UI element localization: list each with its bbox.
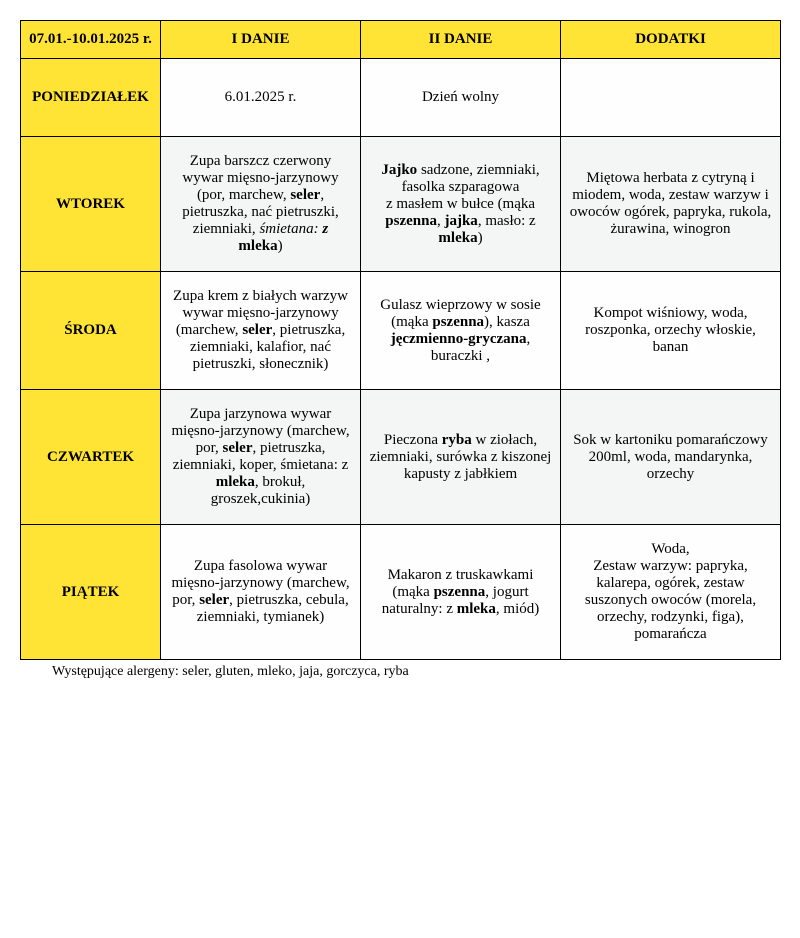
menu-table: 07.01.-10.01.2025 r. I DANIE II DANIE DO… <box>20 20 781 660</box>
table-row: CZWARTEK Zupa jarzynowa wywar mięsno-jar… <box>21 390 781 525</box>
cell-i-danie: Zupa barszcz czerwony wywar mięsno-jarzy… <box>161 137 361 272</box>
table-row: PONIEDZIAŁEK 6.01.2025 r. Dzień wolny <box>21 59 781 137</box>
table-row: ŚRODA Zupa krem z białych warzyw wywar m… <box>21 272 781 390</box>
header-row: 07.01.-10.01.2025 r. I DANIE II DANIE DO… <box>21 21 781 59</box>
header-col-1: I DANIE <box>161 21 361 59</box>
cell-dodatki: Kompot wiśniowy, woda, roszponka, orzech… <box>561 272 781 390</box>
cell-dodatki <box>561 59 781 137</box>
cell-i-danie: Zupa jarzynowa wywar mięsno-jarzynowy (m… <box>161 390 361 525</box>
cell-dodatki: Miętowa herbata z cytryną i miodem, woda… <box>561 137 781 272</box>
table-row: PIĄTEK Zupa fasolowa wywar mięsno-jarzyn… <box>21 525 781 660</box>
cell-ii-danie: Dzień wolny <box>361 59 561 137</box>
cell-i-danie: Zupa krem z białych warzyw wywar mięsno-… <box>161 272 361 390</box>
cell-dodatki: Sok w kartoniku pomarańczowy 200ml, woda… <box>561 390 781 525</box>
allergen-footnote: Występujące alergeny: seler, gluten, mle… <box>20 660 800 680</box>
cell-i-danie: 6.01.2025 r. <box>161 59 361 137</box>
header-date-range: 07.01.-10.01.2025 r. <box>21 21 161 59</box>
day-label: PIĄTEK <box>21 525 161 660</box>
menu-body: PONIEDZIAŁEK 6.01.2025 r. Dzień wolny WT… <box>21 59 781 660</box>
cell-i-danie: Zupa fasolowa wywar mięsno-jarzynowy (ma… <box>161 525 361 660</box>
cell-dodatki: Woda,Zestaw warzyw: papryka, kalarepa, o… <box>561 525 781 660</box>
cell-ii-danie: Pieczona ryba w ziołach, ziemniaki, suró… <box>361 390 561 525</box>
table-row: WTOREK Zupa barszcz czerwony wywar mięsn… <box>21 137 781 272</box>
cell-ii-danie: Jajko sadzone, ziemniaki, fasolka szpara… <box>361 137 561 272</box>
header-col-2: II DANIE <box>361 21 561 59</box>
day-label: CZWARTEK <box>21 390 161 525</box>
cell-ii-danie: Gulasz wieprzowy w sosie (mąka pszenna),… <box>361 272 561 390</box>
day-label: ŚRODA <box>21 272 161 390</box>
day-label: WTOREK <box>21 137 161 272</box>
header-col-3: DODATKI <box>561 21 781 59</box>
day-label: PONIEDZIAŁEK <box>21 59 161 137</box>
cell-ii-danie: Makaron z truskawkami (mąka pszenna, jog… <box>361 525 561 660</box>
